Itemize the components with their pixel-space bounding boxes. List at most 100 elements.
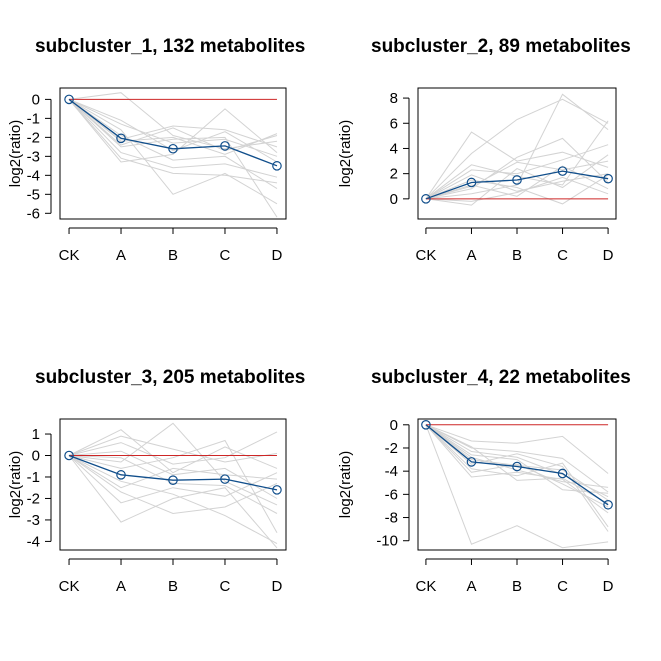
mean-point — [603, 499, 613, 510]
member-series-line — [68, 99, 278, 184]
member-series-line — [68, 455, 278, 545]
member-series-line — [425, 131, 609, 200]
y-tick-label: -2 — [27, 490, 40, 507]
y-tick-label: 0 — [390, 191, 398, 208]
member-series-line — [425, 424, 609, 494]
y-tick-label: -6 — [385, 486, 398, 503]
mean-point — [557, 166, 568, 176]
mean-point — [64, 450, 74, 461]
member-series-line — [425, 424, 609, 549]
y-tick-label: 1 — [32, 426, 40, 443]
x-tick-label: CK — [415, 247, 436, 264]
member-series-line — [68, 98, 278, 157]
y-tick-label: -4 — [385, 463, 398, 480]
member-series-line — [68, 99, 278, 218]
x-tick-label: B — [168, 247, 178, 264]
mean-series-line — [425, 424, 609, 506]
member-series-line — [68, 455, 278, 489]
y-tick-label: -8 — [385, 510, 398, 527]
member-series-line — [425, 424, 609, 474]
member-series-line — [425, 144, 609, 200]
mean-point — [64, 94, 74, 105]
y-tick-label: 0 — [32, 91, 40, 108]
y-tick-label: -10 — [376, 533, 398, 550]
y-tick-label: -2 — [385, 440, 398, 457]
mean-series-line — [68, 454, 278, 491]
y-tick-label: -3 — [27, 512, 40, 529]
y-tick-label: -1 — [27, 469, 40, 486]
x-tick-label: D — [272, 578, 283, 595]
y-tick-label: -6 — [27, 205, 40, 222]
member-series-line — [425, 424, 609, 505]
member-series-line — [68, 99, 278, 178]
mean-point — [557, 468, 568, 479]
x-tick-label: B — [512, 247, 522, 264]
member-series-line — [425, 154, 609, 206]
mean-point — [421, 194, 431, 204]
x-tick-label: B — [512, 578, 522, 595]
member-series-line — [425, 424, 609, 498]
mean-point — [512, 461, 522, 472]
chart-panel-2: CK A B C D 0 2 4 6 8 log2(ratio) subcluster_2, 89 m… — [337, 36, 631, 264]
mean-point — [220, 141, 230, 151]
member-series-line — [68, 455, 278, 504]
plot-frame — [59, 418, 287, 551]
x-tick-label: C — [220, 247, 231, 264]
y-tick-label: 6 — [390, 115, 398, 132]
member-series-line — [425, 424, 609, 508]
member-series-line — [68, 455, 278, 514]
member-series-line — [68, 455, 278, 515]
x-tick-label: CK — [415, 578, 436, 595]
plot-frame — [417, 87, 617, 220]
plot-frame — [59, 87, 287, 220]
member-series-line — [68, 422, 278, 506]
mean-point — [116, 470, 126, 480]
chart-panel-4: CK A B C D 0 -2 -4 -6 -8 -10 log2(ratio) subcluster_… — [337, 367, 631, 595]
member-series-line — [425, 424, 609, 532]
member-series-line — [425, 176, 609, 202]
mean-point — [168, 475, 178, 486]
x-tick-label: CK — [59, 247, 80, 264]
member-series-line — [68, 431, 278, 465]
y-tick-label: 4 — [390, 140, 398, 157]
x-tick-label: D — [603, 247, 614, 264]
x-tick-label: A — [116, 578, 126, 595]
mean-point — [116, 133, 126, 144]
member-series-line — [425, 173, 609, 200]
mean-point — [220, 474, 230, 484]
mean-point — [421, 419, 431, 430]
member-series-line — [425, 98, 609, 200]
mean-point — [466, 457, 477, 467]
y-tick-label: -1 — [27, 110, 40, 127]
mean-point — [466, 177, 477, 188]
member-series-line — [68, 450, 278, 499]
x-tick-label: A — [466, 578, 476, 595]
member-series-line — [425, 137, 609, 200]
x-tick-label: C — [557, 578, 568, 595]
member-series-line — [425, 424, 609, 501]
mean-point — [512, 175, 522, 185]
x-tick-label: C — [557, 247, 568, 264]
mean-point — [603, 173, 613, 184]
x-tick-label: D — [272, 247, 283, 264]
member-series-line — [425, 93, 609, 200]
y-tick-label: -5 — [27, 186, 40, 203]
y-tick-label: 8 — [390, 90, 398, 107]
plot-frame — [417, 418, 617, 551]
x-tick-label: D — [603, 578, 614, 595]
x-tick-label: B — [168, 578, 178, 595]
member-series-line — [68, 98, 278, 163]
member-series-line — [68, 99, 278, 152]
mean-point — [272, 161, 282, 171]
member-series-line — [68, 98, 278, 205]
member-series-line — [425, 174, 609, 205]
y-tick-label: 0 — [32, 448, 40, 465]
mean-series-line — [68, 98, 278, 167]
chart-title: subcluster_2, 89 metabolites — [371, 36, 631, 57]
y-tick-label: -4 — [27, 167, 40, 184]
mean-point — [272, 485, 282, 495]
